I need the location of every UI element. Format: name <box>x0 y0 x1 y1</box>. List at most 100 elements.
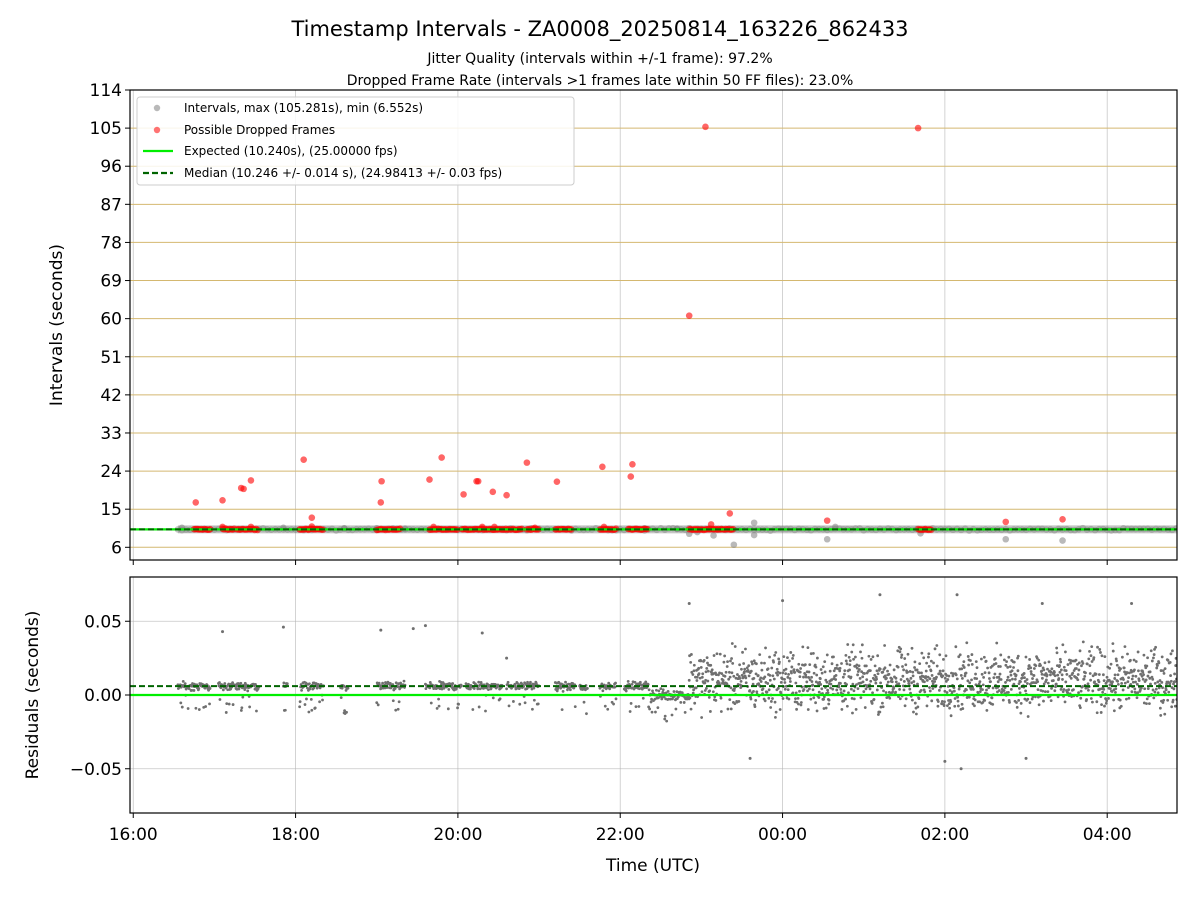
residual-point <box>402 679 406 683</box>
residual-point <box>237 687 241 691</box>
dropped-frame-point <box>300 456 307 463</box>
residual-point <box>821 665 825 669</box>
residual-point <box>868 687 872 691</box>
residual-point <box>733 702 737 706</box>
residual-point <box>736 682 740 686</box>
residual-point <box>839 681 842 685</box>
residual-point <box>749 697 753 701</box>
residual-point <box>1093 680 1097 684</box>
residual-point <box>773 653 777 657</box>
residual-point <box>739 679 743 683</box>
residual-point <box>313 706 317 710</box>
residual-point <box>1012 682 1016 686</box>
residual-point <box>480 631 484 635</box>
residual-point <box>1081 685 1084 688</box>
residual-point <box>912 710 915 714</box>
residual-point <box>1004 681 1007 684</box>
residual-point <box>1129 683 1133 686</box>
residual-point <box>820 687 824 691</box>
residuals-y-tick-label: −0.05 <box>70 760 122 780</box>
residual-point <box>842 689 846 693</box>
dropped-frame-point <box>702 123 709 131</box>
residual-point <box>798 670 802 674</box>
residual-point <box>1156 680 1160 684</box>
residual-point <box>1131 674 1135 678</box>
residuals-x-tick-label: 04:00 <box>1083 825 1132 845</box>
residual-point <box>913 660 917 664</box>
residual-point <box>1078 649 1082 653</box>
residual-point <box>963 674 967 678</box>
interval-point <box>750 519 758 527</box>
residual-point <box>1118 698 1122 702</box>
residual-point <box>1135 682 1139 686</box>
residual-point <box>1156 691 1160 695</box>
residual-point <box>887 672 891 676</box>
residual-point <box>970 653 974 656</box>
residual-point <box>700 675 704 679</box>
residual-point <box>790 671 793 675</box>
residual-point <box>1088 649 1091 653</box>
residual-point <box>718 652 722 656</box>
residual-point <box>844 659 848 663</box>
residual-point <box>1159 714 1163 717</box>
residual-point <box>676 695 680 699</box>
residual-point <box>841 675 845 679</box>
residual-point <box>1137 679 1141 683</box>
residual-point <box>960 702 964 706</box>
residual-point <box>1086 682 1090 686</box>
residual-point <box>882 689 885 693</box>
residual-point <box>861 680 865 684</box>
residual-point <box>935 644 939 647</box>
residual-point <box>761 687 765 691</box>
residual-point <box>775 667 779 671</box>
residual-point <box>909 676 913 680</box>
residual-point <box>946 704 949 708</box>
residual-point <box>799 701 803 704</box>
residual-point <box>763 661 766 665</box>
residual-point <box>1173 704 1177 708</box>
residual-point <box>179 701 183 705</box>
residual-point <box>1031 677 1034 680</box>
legend-intervals-marker <box>153 104 161 112</box>
residual-point <box>343 709 346 712</box>
residual-point <box>721 679 725 682</box>
residual-point <box>1136 650 1140 654</box>
residual-point <box>907 679 911 683</box>
residual-point <box>930 699 934 703</box>
residual-point <box>910 646 914 650</box>
dropped-frame-point <box>426 476 433 483</box>
residual-point <box>815 709 819 713</box>
residual-point <box>788 680 792 683</box>
residual-point <box>1111 642 1115 646</box>
residual-point <box>927 652 931 656</box>
residual-point <box>894 680 898 684</box>
residual-point <box>1053 674 1057 678</box>
residual-point <box>1166 698 1170 702</box>
residual-point <box>1139 672 1143 676</box>
residual-point <box>532 686 536 690</box>
residual-point <box>231 703 235 706</box>
residual-point <box>953 704 957 708</box>
residual-point <box>795 707 798 711</box>
residual-point <box>714 699 718 702</box>
residual-point <box>949 700 953 704</box>
residual-point <box>870 702 874 705</box>
residual-point <box>1082 677 1086 681</box>
residual-point <box>1027 667 1030 671</box>
residual-point <box>946 678 950 681</box>
residual-point <box>956 695 960 699</box>
residual-point <box>706 661 709 665</box>
residual-point <box>875 669 879 673</box>
residual-point <box>1089 678 1093 682</box>
residual-point <box>1136 691 1140 695</box>
residual-point <box>646 683 650 686</box>
residual-point <box>1030 672 1033 676</box>
residual-point <box>839 688 843 691</box>
residual-point <box>1058 657 1062 661</box>
residual-point <box>1076 673 1080 676</box>
legend-dropped-label: Possible Dropped Frames <box>184 123 335 137</box>
residual-point <box>1034 664 1038 668</box>
residual-point <box>747 664 751 667</box>
residual-point <box>710 668 714 672</box>
residual-point <box>1037 703 1041 707</box>
